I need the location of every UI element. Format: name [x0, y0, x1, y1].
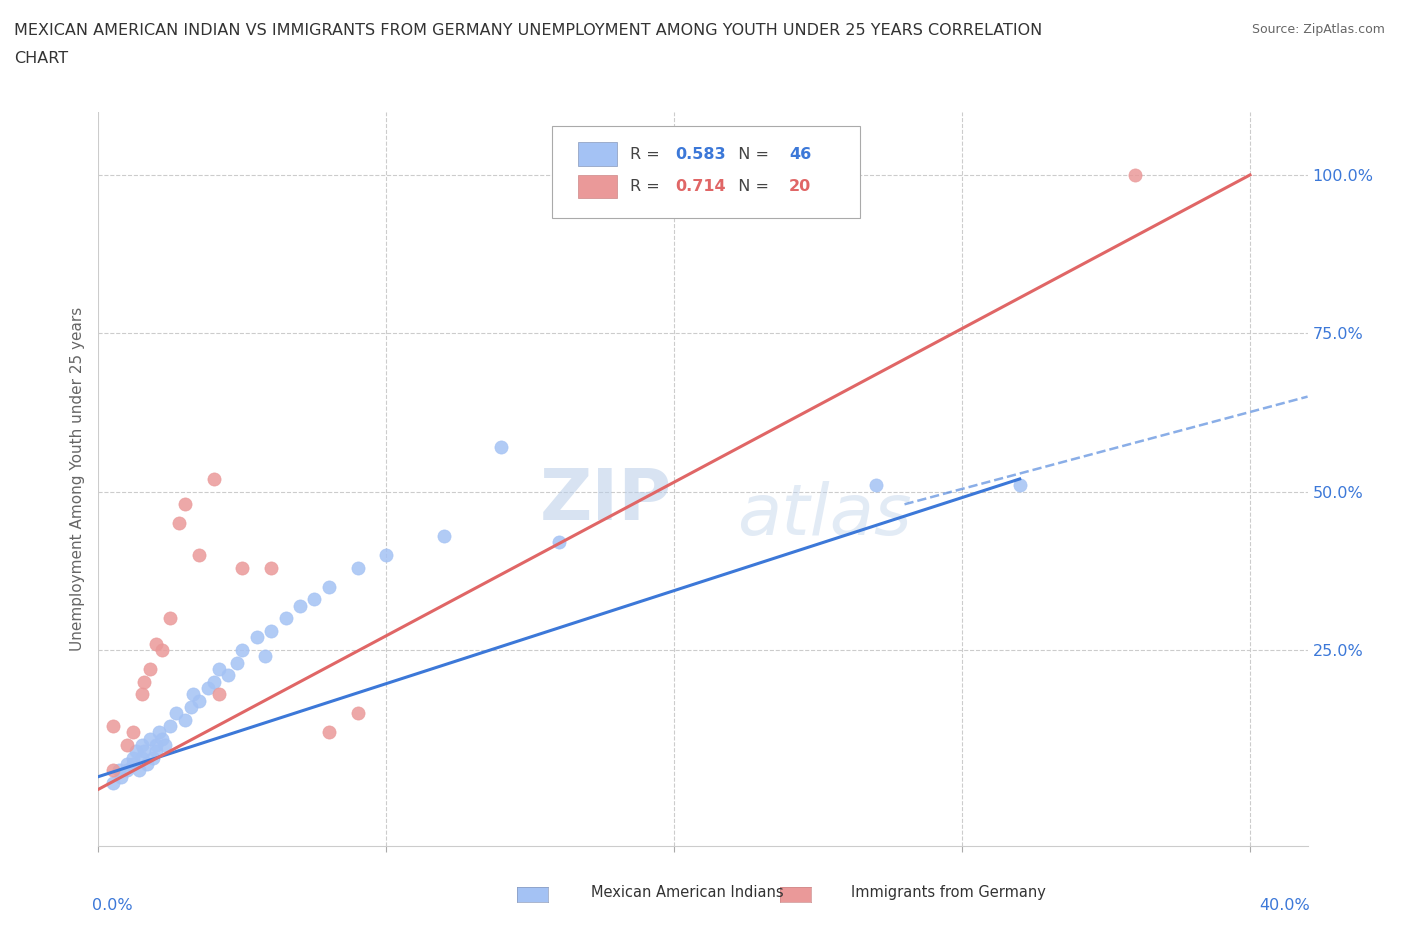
Point [202, 674, 225, 689]
Point [167, 516, 190, 531]
Point [139, 731, 162, 746]
FancyBboxPatch shape [551, 126, 860, 219]
Point [145, 636, 167, 651]
Point [548, 535, 571, 550]
Point [122, 724, 145, 739]
Point [188, 693, 211, 708]
Point [231, 643, 253, 658]
Point [115, 763, 138, 777]
Text: 40.0%: 40.0% [1260, 897, 1310, 912]
Point [1008, 478, 1031, 493]
Point [101, 776, 124, 790]
Point [110, 769, 132, 784]
Point [260, 560, 283, 575]
Point [122, 756, 145, 771]
Text: R =: R = [630, 179, 665, 194]
Point [260, 623, 283, 638]
Point [188, 548, 211, 563]
Point [375, 548, 398, 563]
Point [165, 706, 187, 721]
Text: 0.583: 0.583 [675, 147, 725, 162]
Point [131, 751, 153, 765]
Point [101, 719, 124, 734]
Point [134, 744, 156, 759]
Point [145, 744, 167, 759]
Point [128, 763, 150, 777]
Point [246, 630, 269, 644]
Point [208, 661, 231, 676]
Point [142, 751, 165, 765]
Point [139, 661, 162, 676]
FancyBboxPatch shape [578, 142, 617, 166]
Text: 0.0%: 0.0% [93, 897, 134, 912]
Point [180, 699, 202, 714]
Text: N =: N = [728, 179, 775, 194]
Point [217, 668, 239, 683]
Point [202, 472, 225, 486]
Point [274, 611, 297, 626]
Point [131, 687, 153, 702]
Point [318, 724, 340, 739]
Text: 0.714: 0.714 [675, 179, 725, 194]
Text: Source: ZipAtlas.com: Source: ZipAtlas.com [1251, 23, 1385, 36]
Text: ZIP: ZIP [540, 467, 672, 536]
Point [183, 687, 205, 702]
Point [145, 737, 167, 752]
Point [1123, 167, 1146, 182]
Point [159, 611, 181, 626]
Point [115, 737, 138, 752]
Point [173, 712, 195, 727]
Point [491, 440, 513, 455]
Text: N =: N = [728, 147, 775, 162]
Point [346, 560, 368, 575]
Point [125, 744, 148, 759]
Point [173, 497, 195, 512]
Text: MEXICAN AMERICAN INDIAN VS IMMIGRANTS FROM GERMANY UNEMPLOYMENT AMONG YOUTH UNDE: MEXICAN AMERICAN INDIAN VS IMMIGRANTS FR… [14, 23, 1042, 38]
Point [115, 756, 138, 771]
Point [136, 756, 159, 771]
Point [865, 478, 887, 493]
Point [254, 649, 277, 664]
Text: Immigrants from Germany: Immigrants from Germany [851, 885, 1046, 900]
Point [131, 737, 153, 752]
Point [134, 674, 156, 689]
Text: R =: R = [630, 147, 665, 162]
Text: Mexican American Indians: Mexican American Indians [591, 885, 783, 900]
Point [304, 591, 326, 606]
Text: 46: 46 [789, 147, 811, 162]
Point [288, 598, 311, 613]
Point [318, 579, 340, 594]
Point [197, 681, 219, 696]
Point [107, 763, 129, 777]
Point [225, 656, 247, 671]
Y-axis label: Unemployment Among Youth under 25 years: Unemployment Among Youth under 25 years [69, 307, 84, 651]
Point [208, 687, 231, 702]
Point [150, 643, 173, 658]
Text: CHART: CHART [14, 51, 67, 66]
FancyBboxPatch shape [578, 175, 617, 198]
Point [153, 737, 176, 752]
Point [101, 763, 124, 777]
Point [148, 724, 170, 739]
Text: 20: 20 [789, 179, 811, 194]
Text: atlas: atlas [737, 481, 911, 551]
Point [433, 528, 456, 543]
Point [231, 560, 253, 575]
Point [150, 731, 173, 746]
Point [346, 706, 368, 721]
Point [122, 751, 145, 765]
Point [159, 719, 181, 734]
